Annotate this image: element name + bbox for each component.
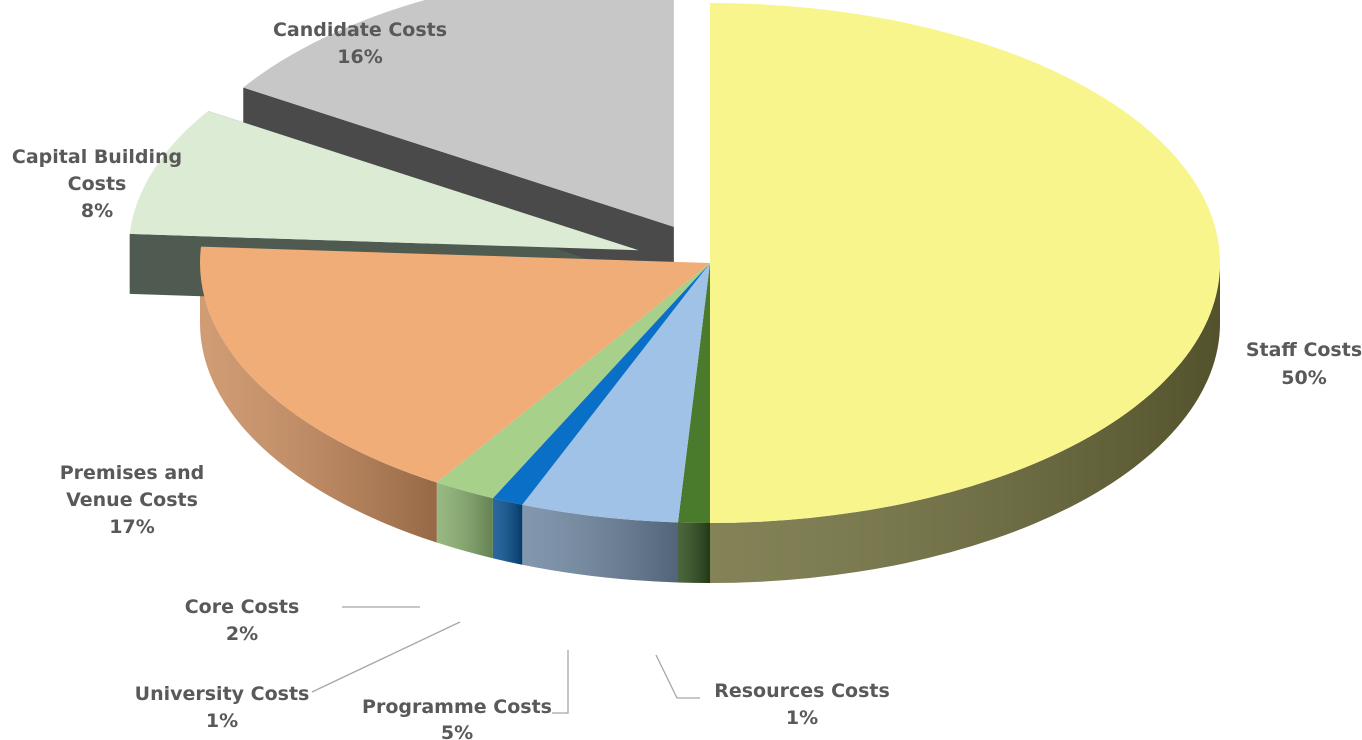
leader-line-programme	[552, 650, 569, 714]
label-pct-premises: 17%	[109, 516, 154, 538]
label-name-capital-1: Capital Building	[12, 146, 182, 168]
pie-slice-staff-costs	[710, 3, 1220, 523]
leader-lines	[311, 606, 700, 714]
pie-slice-resources-costs	[677, 263, 710, 523]
label-name-premises-1: Premises and	[60, 462, 205, 484]
pie-side-shade-programme-costs	[522, 504, 678, 583]
pie-slice-university-costs	[492, 263, 710, 505]
data-labels: Candidate Costs 16% Capital Building Cos…	[12, 19, 1362, 740]
pie-slices	[129, 0, 1220, 583]
label-name-university: University Costs	[135, 683, 310, 705]
pie-side-shade-core-costs	[436, 482, 493, 559]
pie-side-shade-staff-costs	[710, 263, 1220, 583]
label-pct-candidate: 16%	[337, 46, 382, 68]
label-name-premises-2: Venue Costs	[66, 489, 198, 511]
label-pct-staff: 50%	[1281, 367, 1326, 389]
label-name-candidate: Candidate Costs	[273, 19, 447, 41]
label-pct-core: 2%	[226, 623, 258, 645]
leader-line-university	[311, 621, 461, 693]
label-pct-resources: 1%	[786, 707, 818, 729]
pie-slice-core-costs	[436, 263, 710, 499]
pie-side-shade-premises-and-venue-costs	[199, 263, 437, 543]
pie-slice-candidate-costs	[243, 0, 674, 227]
pie-slice-programme-costs	[522, 263, 710, 523]
pie-side-shade-resources-costs	[677, 522, 710, 583]
label-name-core: Core Costs	[185, 596, 300, 618]
label-pct-capital: 8%	[81, 200, 113, 222]
label-pct-programme: 5%	[441, 722, 473, 740]
label-name-capital-2: Costs	[68, 173, 127, 195]
pie-slice-capital-building-costs	[129, 110, 639, 251]
label-pct-university: 1%	[206, 710, 238, 732]
pie-slice-premises-and-venue-costs	[199, 246, 710, 483]
label-name-staff: Staff Costs	[1246, 339, 1362, 361]
leader-line-resources	[655, 654, 700, 699]
label-name-programme: Programme Costs	[362, 696, 552, 718]
pie-side-shade-university-costs	[492, 498, 523, 565]
label-name-resources: Resources Costs	[714, 680, 890, 702]
